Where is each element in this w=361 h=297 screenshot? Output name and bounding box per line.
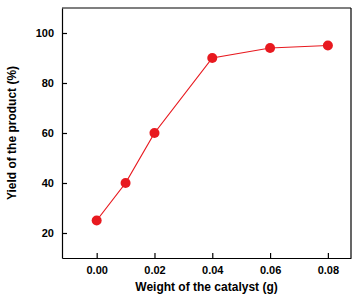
marker: [265, 43, 275, 53]
tick-label: 60: [42, 127, 54, 139]
tick-label: 0.02: [144, 264, 165, 276]
tick: 0.06: [260, 253, 281, 276]
tick-mark: [62, 33, 67, 34]
chart: 0.00 0.02 0.04 0.06 0.08 20 40 60 80 100 Weight of…: [0, 0, 361, 297]
tick: 0.08: [318, 253, 339, 276]
tick: 0.02: [144, 253, 165, 276]
plot: 0.00 0.02 0.04 0.06 0.08 20 40 60 80 100: [36, 8, 352, 276]
marker: [323, 41, 333, 51]
tick-label: 40: [42, 177, 54, 189]
tick-label: 0.00: [86, 264, 107, 276]
tick-label: 0.06: [260, 264, 281, 276]
tick-label: 80: [42, 77, 54, 89]
tick: 60: [42, 127, 67, 139]
tick: 80: [42, 77, 67, 89]
tick: 0.04: [202, 253, 224, 276]
x-axis-title: Weight of the catalyst (g): [135, 280, 277, 294]
tick: 20: [42, 227, 67, 239]
tick-label: 20: [42, 227, 54, 239]
tick-mark: [97, 253, 98, 258]
tick-mark: [154, 253, 155, 258]
tick-mark: [62, 183, 67, 184]
tick: 100: [36, 27, 67, 39]
tick-label: 0.04: [202, 264, 224, 276]
tick-mark: [212, 253, 213, 258]
tick-mark: [62, 83, 67, 84]
tick-mark: [62, 133, 67, 134]
data: [92, 41, 333, 226]
x-axis: 0.00 0.02 0.04 0.06 0.08: [63, 253, 352, 276]
marker: [121, 178, 131, 188]
marker: [207, 53, 217, 63]
marker: [149, 128, 159, 138]
chart-container: 0.00 0.02 0.04 0.06 0.08 20 40 60 80 100 Weight of…: [0, 0, 361, 297]
frame-right: [350, 8, 351, 258]
tick-label: 100: [36, 27, 54, 39]
series-line: [97, 46, 328, 221]
tick-mark: [62, 233, 67, 234]
tick: 40: [42, 177, 67, 189]
y-axis-title: Yield of the product (%): [5, 66, 19, 200]
y-axis: 20 40 60 80 100: [36, 9, 67, 259]
tick: 0.00: [86, 253, 107, 276]
tick-label: 0.08: [318, 264, 339, 276]
marker: [92, 216, 102, 226]
tick-mark: [328, 253, 329, 258]
frame-top: [62, 7, 351, 8]
axis-line: [63, 258, 352, 259]
tick-mark: [270, 253, 271, 258]
